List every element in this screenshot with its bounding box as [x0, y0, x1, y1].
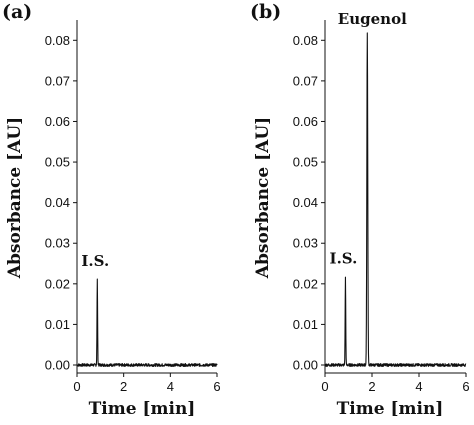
chart-panel-b: (b) 0.00 0.01 0.02 0.03 0.04 0.05 0.06 0.07 0.08 0… [250, 1, 470, 419]
peak-label-is: I.S. [330, 250, 358, 268]
y-tick-label: 0.06 [45, 114, 70, 129]
x-tick-label: 2 [120, 379, 127, 394]
y-tick-label: 0.04 [293, 195, 318, 210]
y-tick-label: 0.01 [45, 317, 70, 332]
y-tick-label: 0.07 [45, 73, 70, 88]
y-tick-label: 0.05 [45, 155, 70, 170]
y-tick-label: 0.02 [293, 276, 318, 291]
y-axis-title: Absorbance [AU] [253, 117, 273, 279]
y-tick-label: 0.05 [293, 155, 318, 170]
chart-panel-a: (a) 0.00 0.01 0.02 0.03 0.04 0.05 0.06 0.07 0.08 0… [2, 1, 221, 419]
y-tick-label: 0.00 [293, 358, 318, 373]
chromatogram-trace [324, 32, 467, 367]
y-tick-label: 0.02 [45, 276, 70, 291]
y-tick-label: 0.07 [293, 73, 318, 88]
y-axis-title: Absorbance [AU] [5, 117, 25, 279]
x-tick-label: 0 [321, 379, 328, 394]
x-tick-label: 2 [368, 379, 375, 394]
y-tick-label: 0.03 [293, 236, 318, 251]
x-tick-label: 6 [462, 379, 469, 394]
y-tick-label: 0.08 [45, 33, 70, 48]
x-axis-title: Time [min] [89, 399, 196, 419]
x-tick-label: 4 [167, 379, 174, 394]
x-tick-label: 0 [73, 379, 80, 394]
y-tick-label: 0.03 [45, 236, 70, 251]
x-tick-label: 4 [415, 379, 422, 394]
peak-label-is: I.S. [81, 252, 109, 270]
x-axis-title: Time [min] [337, 399, 444, 419]
x-tick-label: 6 [213, 379, 220, 394]
chromatogram-trace [76, 278, 218, 367]
panel-label: (a) [2, 1, 32, 23]
y-tick-label: 0.00 [45, 358, 70, 373]
y-tick-label: 0.08 [293, 33, 318, 48]
y-tick-label: 0.01 [293, 317, 318, 332]
peak-label-eugenol: Eugenol [338, 10, 407, 28]
y-tick-label: 0.04 [45, 195, 70, 210]
y-tick-label: 0.06 [293, 114, 318, 129]
panel-label: (b) [250, 1, 281, 23]
